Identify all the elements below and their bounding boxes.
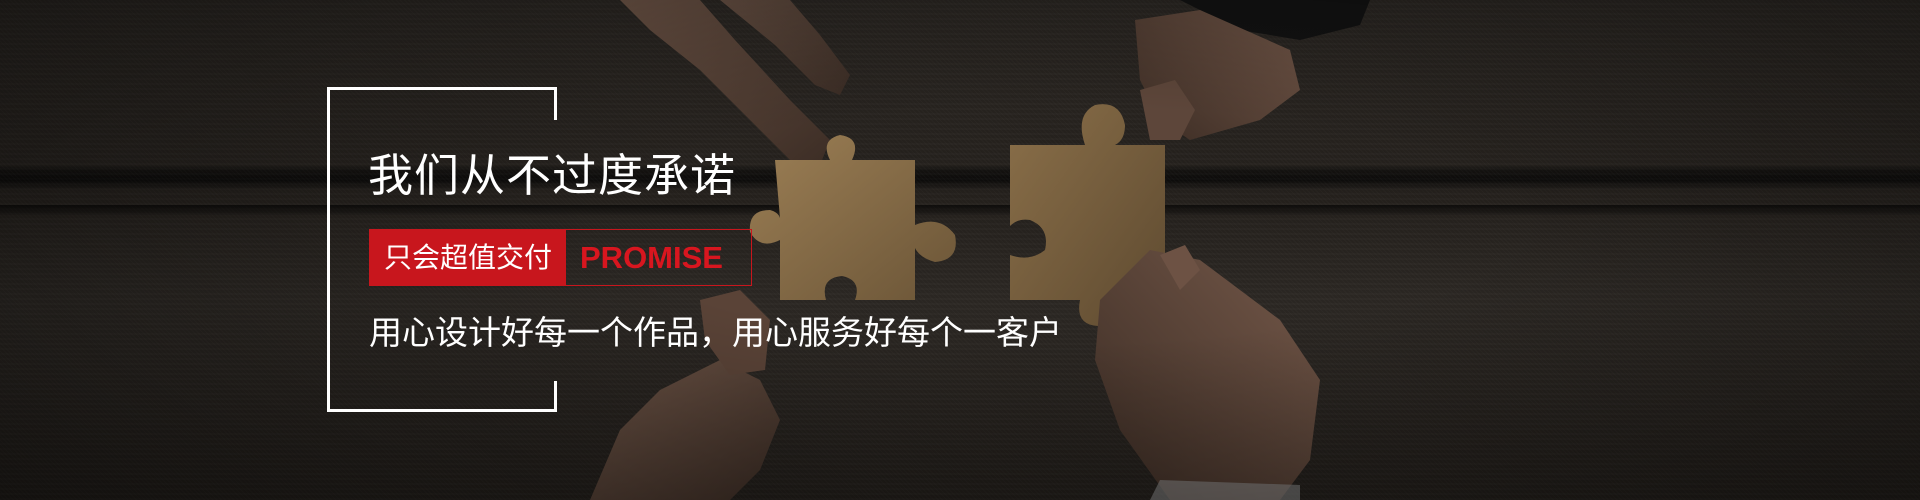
frame-corner-top bbox=[554, 87, 557, 120]
hand-top-right bbox=[1135, 0, 1370, 140]
promise-tag: 只会超值交付 PROMISE bbox=[369, 229, 752, 286]
puzzle-piece-right bbox=[1010, 104, 1165, 327]
hand-top-left bbox=[620, 0, 850, 165]
promise-tag-en: PROMISE bbox=[580, 240, 723, 275]
subline: 用心设计好每一个作品，用心服务好每个一客户 bbox=[369, 313, 1062, 352]
frame-corner-bottom bbox=[554, 381, 557, 412]
puzzle-piece-left bbox=[749, 135, 956, 300]
wood-plank-seam bbox=[0, 205, 1920, 215]
hand-bottom-left bbox=[590, 290, 780, 500]
headline: 我们从不过度承诺 bbox=[368, 149, 737, 202]
promise-tag-cn: 只会超值交付 bbox=[370, 230, 566, 285]
headline-frame bbox=[327, 87, 557, 412]
hand-bottom-right bbox=[1095, 245, 1320, 500]
